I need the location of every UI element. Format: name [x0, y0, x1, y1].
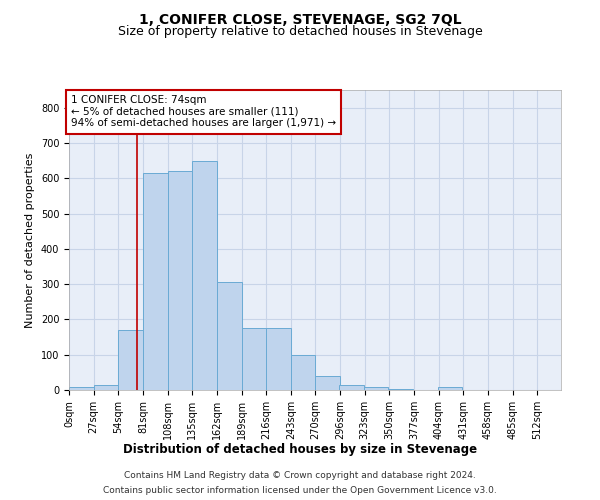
Bar — [364, 387, 388, 390]
Bar — [388, 388, 413, 390]
Bar — [242, 328, 266, 390]
Bar — [291, 354, 316, 390]
Bar — [69, 387, 94, 390]
Text: 1 CONIFER CLOSE: 74sqm
← 5% of detached houses are smaller (111)
94% of semi-det: 1 CONIFER CLOSE: 74sqm ← 5% of detached … — [71, 96, 336, 128]
Bar — [438, 387, 463, 390]
Bar — [167, 171, 192, 390]
Bar — [217, 282, 242, 390]
Text: Contains HM Land Registry data © Crown copyright and database right 2024.: Contains HM Land Registry data © Crown c… — [124, 471, 476, 480]
Bar — [266, 328, 291, 390]
Y-axis label: Number of detached properties: Number of detached properties — [25, 152, 35, 328]
Bar — [143, 173, 167, 390]
Bar — [192, 160, 217, 390]
Text: Size of property relative to detached houses in Stevenage: Size of property relative to detached ho… — [118, 25, 482, 38]
Bar — [339, 385, 364, 390]
Bar — [118, 330, 143, 390]
Text: Contains public sector information licensed under the Open Government Licence v3: Contains public sector information licen… — [103, 486, 497, 495]
Text: 1, CONIFER CLOSE, STEVENAGE, SG2 7QL: 1, CONIFER CLOSE, STEVENAGE, SG2 7QL — [139, 12, 461, 26]
Text: Distribution of detached houses by size in Stevenage: Distribution of detached houses by size … — [123, 442, 477, 456]
Bar — [316, 376, 340, 390]
Bar — [94, 385, 118, 390]
